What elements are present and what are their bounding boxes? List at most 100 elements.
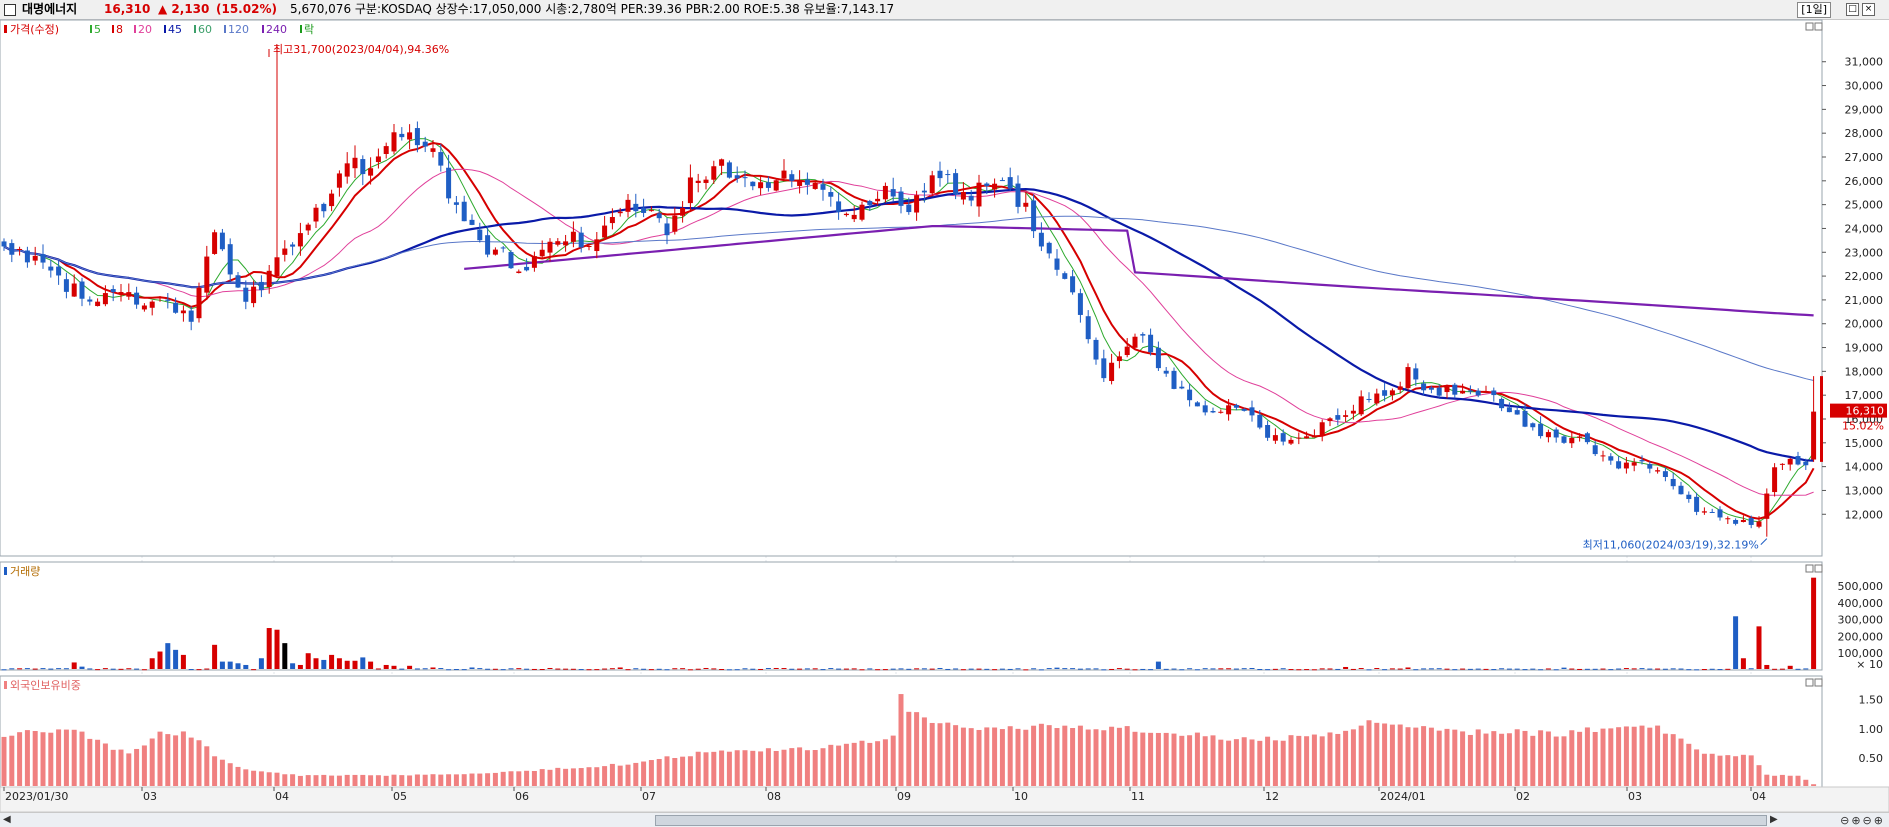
candle [1343, 410, 1349, 422]
foreign-bar [1296, 735, 1302, 786]
candle-body [719, 159, 725, 166]
candle [1319, 419, 1325, 442]
foreign-bar [446, 774, 452, 786]
date-label: 05 [393, 790, 407, 803]
date-axis-strip [0, 786, 1889, 812]
price-tick-label: 31,000 [1845, 56, 1884, 69]
volume-bar [118, 668, 124, 670]
volume-bar [212, 644, 218, 669]
candle [1265, 420, 1271, 441]
candle-body [1764, 493, 1770, 519]
foreign-bar [843, 743, 849, 786]
foreign-bar [1077, 725, 1083, 786]
candle [1077, 288, 1083, 323]
candle-body [1062, 273, 1068, 279]
candle [360, 155, 366, 186]
candle [48, 259, 54, 278]
foreign-bar [773, 750, 779, 786]
candle-body [953, 173, 959, 195]
volume-bar [586, 669, 592, 671]
volume-bar [63, 668, 69, 670]
stock-name[interactable]: 대명에너지 [22, 2, 78, 16]
volume-bar [453, 669, 459, 671]
candle-body [149, 301, 155, 308]
foreign-bar [1257, 740, 1263, 786]
foreign-bar [1662, 733, 1668, 786]
foreign-bar [321, 774, 327, 786]
scroll-right-icon[interactable]: ▶ [1770, 814, 1778, 825]
scroll-left-icon[interactable]: ◀ [3, 814, 11, 825]
foreign-bar [1592, 731, 1598, 786]
candle-body [680, 207, 686, 216]
volume-bar [555, 668, 561, 670]
close-button[interactable]: × [1862, 3, 1875, 16]
volume-bar [1233, 668, 1239, 670]
foreign-bar [1210, 735, 1216, 786]
horizontal-scrollbar[interactable]: ◀ ▶ ⊖⊕⊖⊕ [0, 812, 1889, 827]
candle-body [1655, 470, 1661, 472]
volume-bar [1733, 616, 1739, 669]
current-price: 16,310 [104, 2, 151, 16]
price-tick-label: 28,000 [1845, 127, 1884, 140]
candle [1296, 432, 1302, 445]
candle [17, 246, 23, 256]
candle-body [524, 266, 530, 271]
candle [1795, 451, 1801, 466]
candle [321, 202, 327, 218]
header-checkbox[interactable] [4, 4, 16, 16]
volume-bar [1272, 668, 1278, 670]
volume-bar [1740, 658, 1746, 669]
foreign-bar [1366, 720, 1372, 786]
candle [531, 251, 537, 272]
volume-bar [820, 669, 826, 671]
volume-bar [602, 668, 608, 670]
candle [79, 277, 85, 307]
candle [765, 176, 771, 192]
candle [1194, 401, 1200, 407]
foreign-bar [1397, 724, 1403, 786]
candle-body [828, 192, 834, 197]
foreign-bar [500, 771, 506, 786]
candle [399, 127, 405, 141]
candle [594, 232, 600, 259]
zoom-controls-icon[interactable]: ⊖⊕⊖⊕ [1840, 814, 1885, 827]
foreign-bar [492, 772, 498, 786]
candle-body [1709, 511, 1715, 513]
foreign-bar [1670, 734, 1676, 786]
candle-body [1514, 410, 1520, 415]
candle [953, 168, 959, 200]
volume-bar [1670, 668, 1676, 670]
volume-bar [1491, 669, 1497, 671]
candle [9, 239, 15, 263]
candle-body [1093, 339, 1099, 360]
candle-body [446, 167, 452, 199]
foreign-bar [664, 756, 670, 786]
volume-bar [648, 669, 654, 671]
candle-body [438, 152, 444, 166]
volume-bar [1304, 669, 1310, 671]
candle [274, 45, 280, 278]
candle-body [1265, 424, 1271, 438]
candle [625, 194, 631, 218]
candle-body [1452, 384, 1458, 395]
period-selector[interactable]: [1일] [1797, 2, 1831, 18]
candle-body [1327, 418, 1333, 422]
volume-bar [290, 663, 296, 669]
candle-body [1187, 389, 1193, 401]
foreign-bar [820, 748, 826, 786]
candle-body [734, 175, 740, 179]
volume-bar [1187, 668, 1193, 670]
panel-close-icon [1814, 678, 1823, 687]
maximize-button[interactable]: □ [1846, 3, 1859, 16]
candle [1054, 249, 1060, 276]
volume-bar [750, 668, 756, 670]
foreign-bar [87, 738, 93, 786]
foreign-bar [79, 731, 85, 786]
volume-bar [836, 668, 842, 670]
candle [1241, 407, 1247, 412]
candle-body [1023, 202, 1029, 207]
candle-body [134, 292, 140, 305]
candle-body [141, 305, 147, 310]
candle [219, 228, 225, 252]
scroll-thumb[interactable] [655, 815, 1767, 826]
